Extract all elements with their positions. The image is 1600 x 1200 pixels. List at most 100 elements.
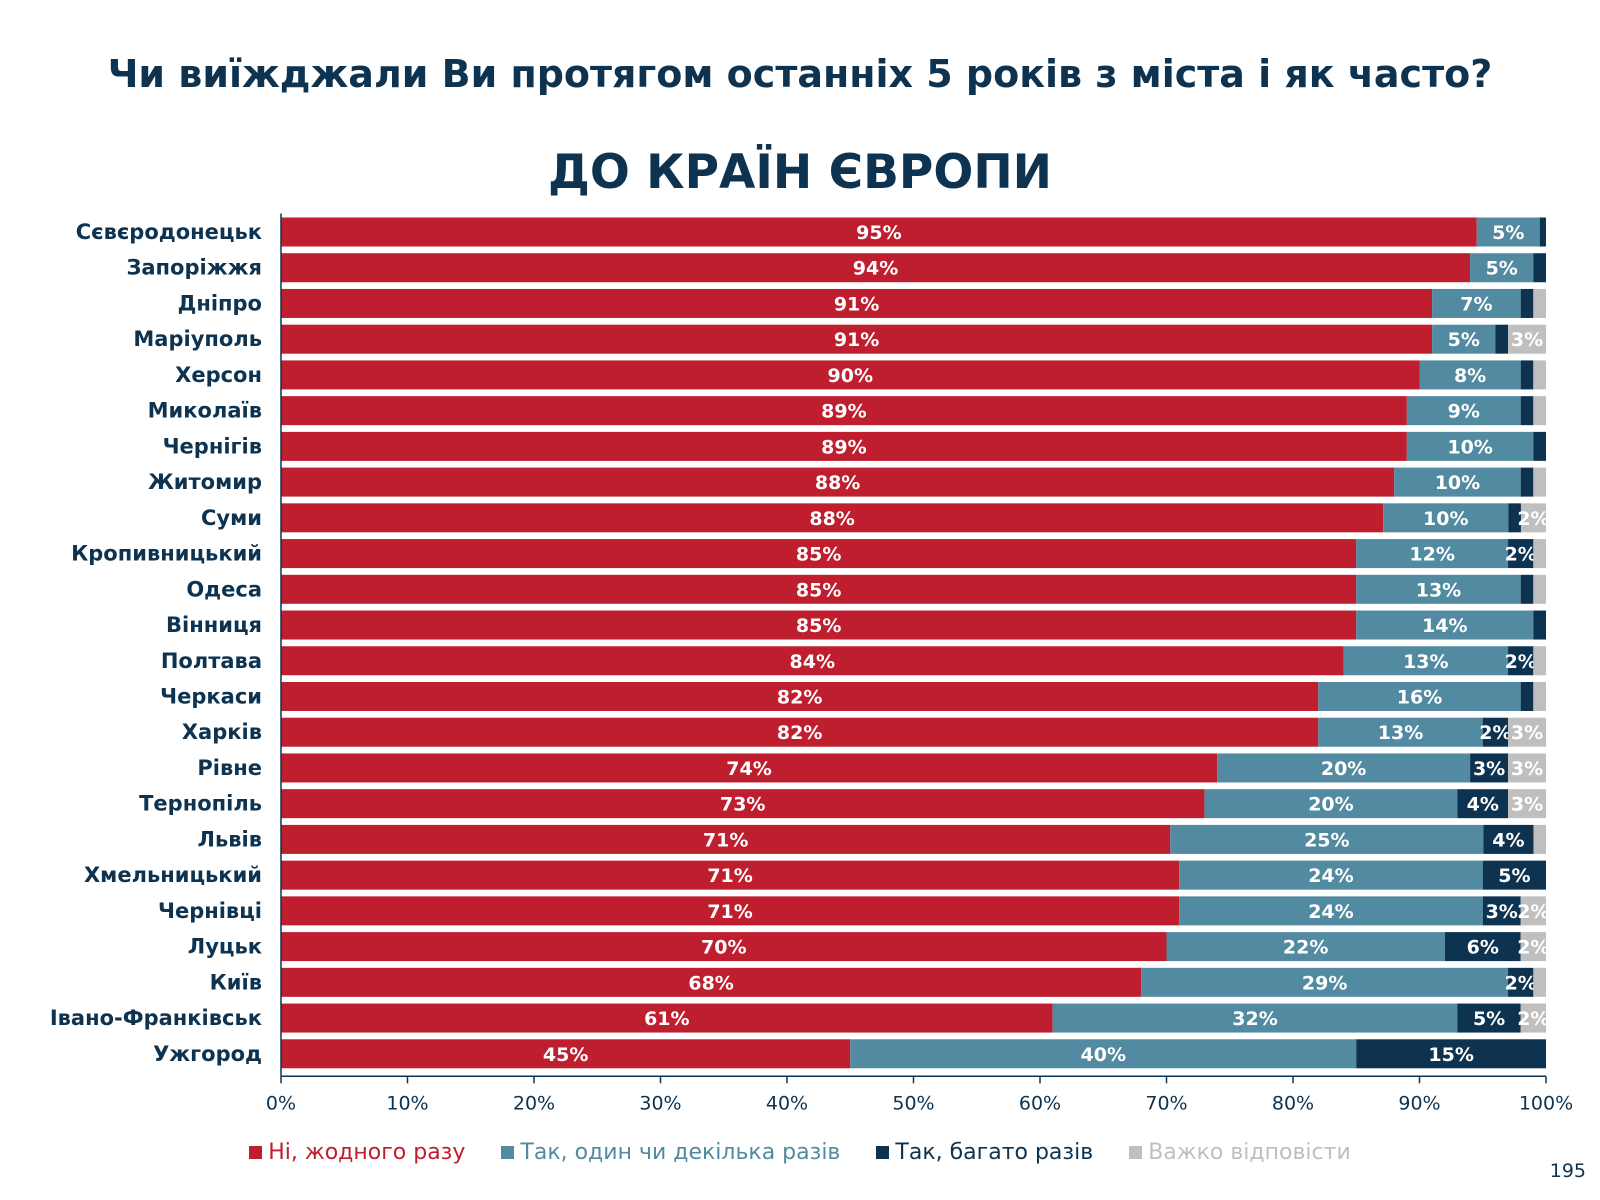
data-label: 94% xyxy=(853,258,898,280)
legend-item: Так, багато разів xyxy=(876,1140,1093,1165)
bar-segment xyxy=(281,431,1407,461)
bar-segment xyxy=(1533,396,1546,426)
legend-swatch xyxy=(1129,1146,1143,1159)
bar-segment xyxy=(1444,932,1521,962)
category-label: Полтава xyxy=(161,649,262,673)
x-tick-label: 0% xyxy=(266,1092,296,1114)
bar-segment xyxy=(1520,681,1534,711)
data-label: 32% xyxy=(1232,1008,1277,1030)
category-label: Херсон xyxy=(175,363,262,387)
bar-segment xyxy=(1533,360,1546,390)
legend-label: Ні, жодного разу xyxy=(268,1140,466,1165)
bar-segment xyxy=(1383,503,1509,533)
legend-item: Важко відповісти xyxy=(1129,1140,1351,1165)
data-label: 20% xyxy=(1321,758,1366,780)
bar-segment xyxy=(1394,467,1521,497)
data-label: 45% xyxy=(543,1044,588,1066)
bar-segment xyxy=(1533,467,1546,497)
bar-segment xyxy=(1318,717,1483,747)
data-label: 73% xyxy=(720,794,765,816)
legend-label: Важко відповісти xyxy=(1148,1140,1351,1165)
bar-segment xyxy=(1520,896,1546,926)
data-label: 85% xyxy=(796,544,841,566)
x-tick-label: 80% xyxy=(1272,1092,1314,1114)
bar-segment xyxy=(281,824,1171,854)
data-label: 2% xyxy=(1517,901,1549,923)
bar-segment xyxy=(1533,824,1546,854)
data-label: 3% xyxy=(1511,758,1543,780)
data-label: 10% xyxy=(1423,508,1468,530)
data-label: 2% xyxy=(1505,651,1537,673)
data-label: 82% xyxy=(777,686,822,708)
bar-segment xyxy=(1533,574,1546,604)
x-tick-label: 50% xyxy=(892,1092,934,1114)
bar-segment xyxy=(281,1003,1053,1033)
legend-swatch xyxy=(876,1146,890,1159)
category-label: Львів xyxy=(198,827,263,851)
bar-segment xyxy=(1533,646,1546,676)
bar-segment xyxy=(1508,967,1534,997)
data-label: 2% xyxy=(1517,1008,1549,1030)
category-label: Суми xyxy=(201,506,262,530)
data-label: 3% xyxy=(1511,329,1543,351)
bar-segment xyxy=(1356,574,1521,604)
data-label: 90% xyxy=(828,365,873,387)
legend-item: Так, один чи декілька разів xyxy=(501,1140,840,1165)
data-label: 2% xyxy=(1517,937,1549,959)
legend-swatch xyxy=(249,1146,263,1159)
data-label: 9% xyxy=(1448,401,1480,423)
category-label: Запоріжжя xyxy=(126,256,262,280)
bar-segment xyxy=(1356,610,1534,640)
bar-segment xyxy=(281,253,1471,283)
x-tick-label: 60% xyxy=(1019,1092,1061,1114)
bar-segment xyxy=(1318,681,1521,711)
category-label: Маріуполь xyxy=(133,327,262,351)
data-label: 5% xyxy=(1492,222,1524,244)
data-label: 22% xyxy=(1283,937,1328,959)
data-label: 2% xyxy=(1505,544,1537,566)
bar-segment xyxy=(281,646,1344,676)
page-title: Чи виїжджали Ви протягом останніх 5 рокі… xyxy=(107,52,1493,96)
bar-segment xyxy=(1520,467,1534,497)
bar-segment xyxy=(1533,681,1546,711)
bar-segment xyxy=(1533,610,1546,640)
category-label: Одеса xyxy=(186,577,262,601)
bar-segment xyxy=(1539,217,1546,247)
legend-item: Ні, жодного разу xyxy=(249,1140,465,1165)
data-label: 13% xyxy=(1378,722,1423,744)
data-label: 85% xyxy=(796,579,841,601)
bar-segment xyxy=(281,503,1384,533)
data-label: 25% xyxy=(1304,829,1349,851)
bar-segment xyxy=(1495,324,1509,354)
bar-segment xyxy=(1179,860,1483,890)
bar-segment xyxy=(281,396,1407,426)
data-label: 3% xyxy=(1486,901,1518,923)
data-label: 5% xyxy=(1473,1008,1505,1030)
category-label: Дніпро xyxy=(178,291,262,315)
bar-segment xyxy=(1482,717,1509,747)
category-label: Ужгород xyxy=(153,1042,262,1066)
bar-segment xyxy=(1508,753,1546,783)
bars-layer: 95% 5% 94% 5% 91% 7% 91% 5% 3% 90% 8% 89% 9% 89% 10% 88… xyxy=(281,217,1550,1069)
data-label: 88% xyxy=(815,472,860,494)
bar-segment xyxy=(281,574,1357,604)
bar-segment xyxy=(1482,860,1546,890)
bar-segment xyxy=(1406,396,1521,426)
bar-segment xyxy=(1204,789,1458,819)
data-label: 89% xyxy=(821,436,866,458)
bar-segment xyxy=(281,610,1357,640)
bar-segment xyxy=(281,860,1180,890)
x-tick-label: 20% xyxy=(513,1092,555,1114)
bar-segment xyxy=(1166,932,1445,962)
category-label: Харків xyxy=(182,720,262,744)
legend-label: Так, багато разів xyxy=(895,1140,1094,1165)
bar-segment xyxy=(1508,324,1546,354)
bar-segment xyxy=(1052,1003,1458,1033)
data-label: 85% xyxy=(796,615,841,637)
chart-title: ДО КРАЇН ЄВРОПИ xyxy=(548,145,1052,200)
legend-swatch xyxy=(501,1146,515,1159)
bar-segment xyxy=(1483,824,1534,854)
category-label: Чернігів xyxy=(163,434,262,458)
data-label: 5% xyxy=(1498,865,1530,887)
bar-segment xyxy=(1508,503,1521,533)
